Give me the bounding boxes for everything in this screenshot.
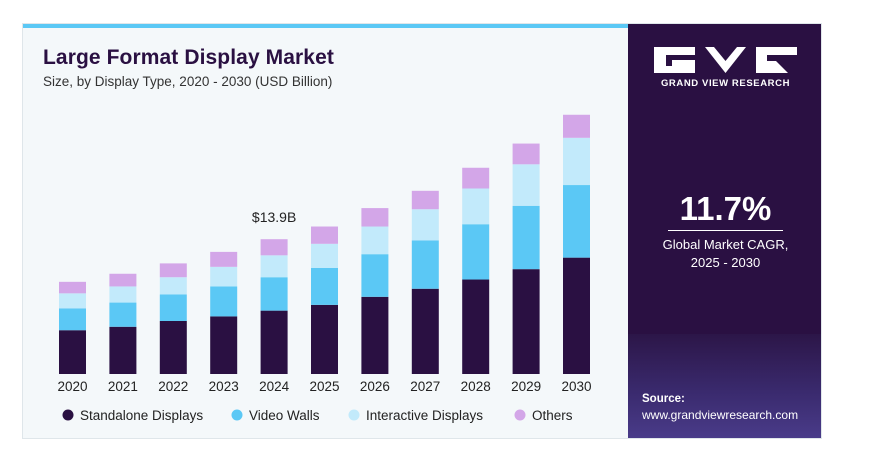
x-tick-label: 2028 [461, 379, 491, 394]
bar-video-walls-2029 [512, 205, 540, 270]
bar-standalone-displays-2023 [210, 316, 238, 374]
source-band [628, 334, 821, 438]
x-tick-label: 2022 [158, 379, 188, 394]
bar-others-2030 [563, 114, 590, 138]
bar-others-2021 [109, 273, 137, 287]
bar-standalone-displays-2022 [159, 321, 187, 374]
bar-interactive-displays-2026 [361, 226, 389, 255]
grand-view-research-logo-icon [654, 47, 797, 73]
cagr-value: 11.7% [679, 190, 772, 227]
legend-label: Standalone Displays [80, 408, 203, 423]
bar-standalone-displays-2030 [563, 257, 590, 374]
x-tick-label: 2027 [410, 379, 440, 394]
x-tick-label: 2025 [309, 379, 339, 394]
bar-standalone-displays-2021 [109, 326, 137, 374]
bar-others-2028 [462, 167, 490, 189]
x-tick-label: 2021 [108, 379, 138, 394]
accent-line [23, 24, 628, 28]
bar-video-walls-2025 [311, 268, 338, 305]
chart-card: Large Format Display Market Size, by Dis… [22, 23, 822, 439]
bar-standalone-displays-2029 [512, 269, 540, 374]
bar-others-2025 [311, 226, 338, 244]
bar-standalone-displays-2025 [311, 304, 338, 374]
bar-interactive-displays-2027 [411, 209, 439, 241]
stacked-bar-chart: 2020 2021 2022 2023 2024 $13.9B 2025 2026 2027 20… [57, 114, 592, 423]
bar-video-walls-2024 [260, 277, 288, 311]
bar-standalone-displays-2020 [59, 330, 86, 374]
bar-others-2020 [59, 281, 86, 294]
source-link[interactable]: www.grandviewresearch.com [642, 408, 799, 422]
bar-others-2023 [210, 251, 238, 267]
x-tick-label: 2020 [57, 379, 87, 394]
bar-video-walls-2023 [210, 286, 238, 317]
bar-others-2024 [260, 239, 288, 256]
legend-marker [62, 409, 74, 421]
x-tick-label: 2030 [561, 379, 591, 394]
bar-others-2026 [361, 208, 389, 227]
bar-standalone-displays-2024 [260, 310, 288, 374]
legend-label: Others [532, 408, 573, 423]
bar-others-2027 [411, 190, 439, 210]
legend-marker [514, 409, 526, 421]
bar-video-walls-2022 [159, 294, 187, 321]
data-label-annotation: $13.9B [252, 209, 296, 225]
cagr-label-line1: Global Market CAGR, [662, 237, 789, 252]
bar-video-walls-2020 [59, 308, 86, 331]
source-label: Source: [642, 393, 685, 405]
bar-standalone-displays-2027 [411, 288, 439, 374]
bar-video-walls-2027 [411, 240, 439, 289]
x-tick-label: 2023 [209, 379, 239, 394]
bar-interactive-displays-2028 [462, 188, 490, 225]
bar-interactive-displays-2024 [260, 255, 288, 278]
bar-interactive-displays-2030 [563, 137, 590, 186]
bar-standalone-displays-2028 [462, 279, 490, 374]
bar-interactive-displays-2023 [210, 266, 238, 287]
bar-video-walls-2026 [361, 254, 389, 297]
bar-interactive-displays-2029 [512, 164, 540, 206]
bar-others-2029 [512, 143, 540, 165]
bar-standalone-displays-2026 [361, 296, 389, 374]
brand-name: GRAND VIEW RESEARCH [660, 78, 791, 89]
bar-interactive-displays-2022 [159, 277, 187, 295]
x-tick-label: 2029 [511, 379, 541, 394]
cagr-divider [668, 230, 783, 231]
legend-marker [348, 409, 360, 421]
legend-marker [231, 409, 243, 421]
bar-video-walls-2030 [563, 185, 590, 258]
cagr-label-line2: 2025 - 2030 [690, 255, 761, 270]
legend-label: Interactive Displays [366, 408, 483, 423]
bar-video-walls-2028 [462, 224, 490, 280]
bar-others-2022 [159, 263, 187, 278]
chart-title: Large Format Display Market [43, 46, 334, 69]
bar-interactive-displays-2020 [59, 293, 86, 309]
bar-interactive-displays-2021 [109, 286, 137, 303]
bar-interactive-displays-2025 [311, 243, 338, 268]
x-tick-label: 2024 [259, 379, 290, 394]
legend-label: Video Walls [249, 408, 320, 423]
x-tick-label: 2026 [360, 379, 390, 394]
cagr-label: Global Market CAGR, 2025 - 2030 [628, 236, 821, 272]
brand-panel: GRAND VIEW RESEARCH 11.7% Global Market … [628, 24, 821, 438]
bar-video-walls-2021 [109, 302, 137, 327]
chart-subtitle: Size, by Display Type, 2020 - 2030 (USD … [43, 74, 333, 89]
